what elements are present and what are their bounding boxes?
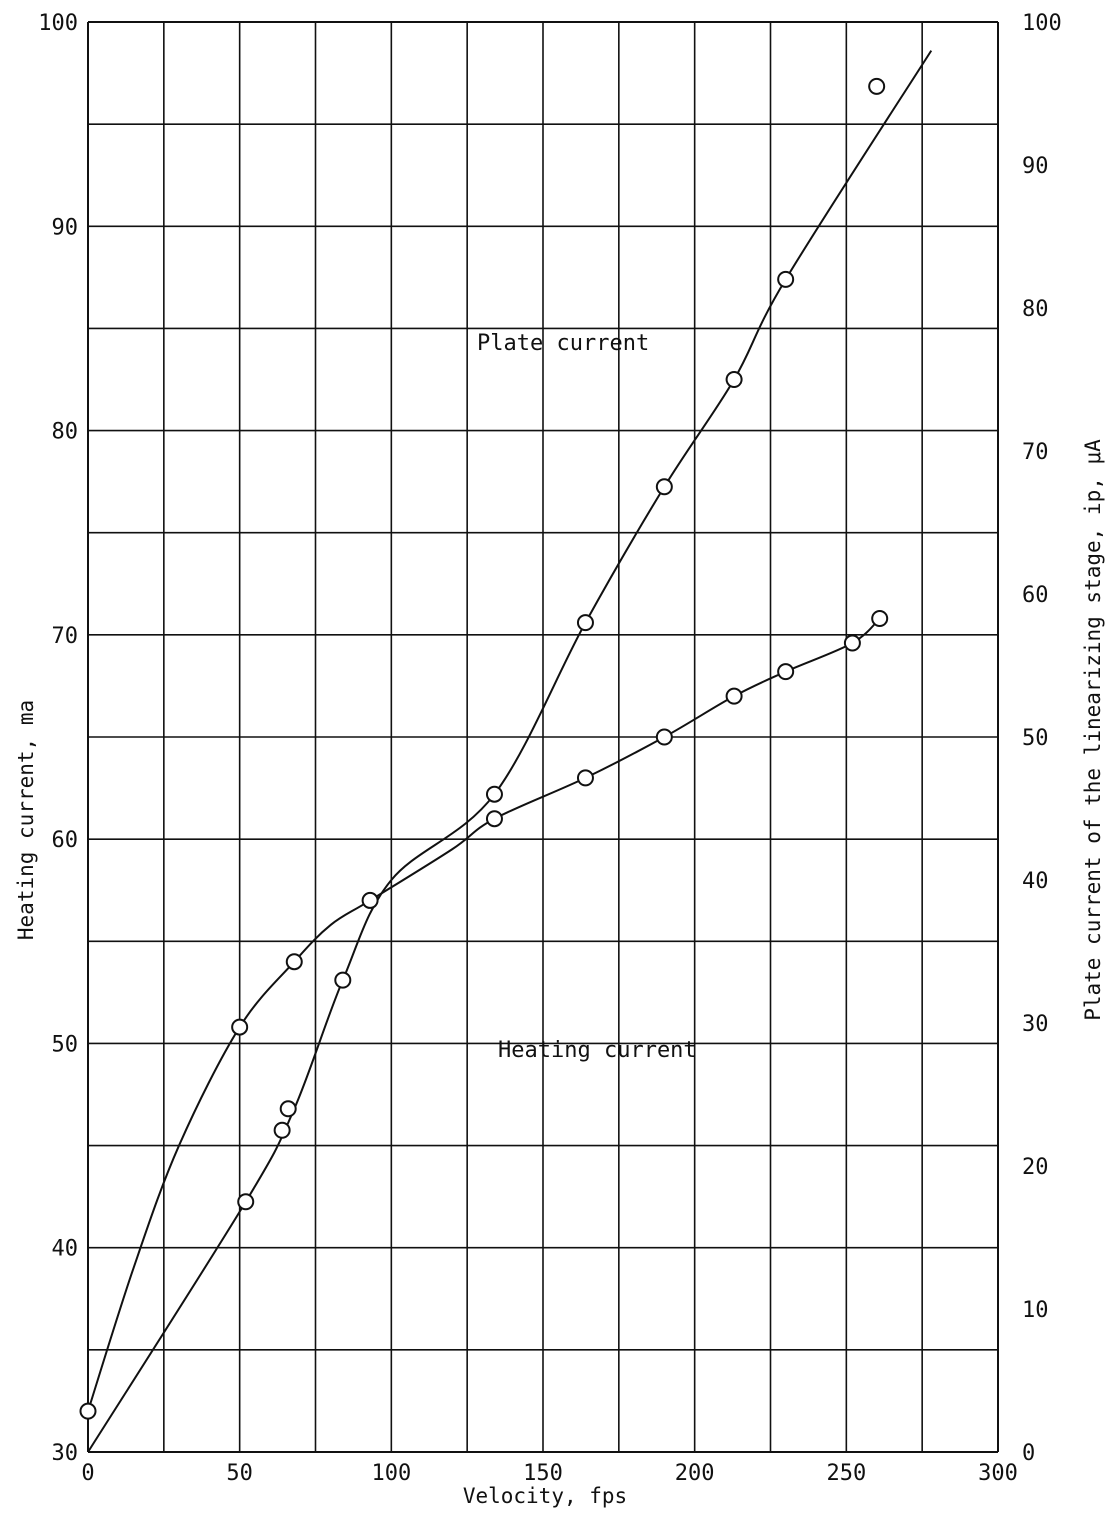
x-tick-label: 150 — [523, 1461, 563, 1486]
heating-current-point — [231, 1018, 249, 1036]
y-right-tick-label: 50 — [1022, 726, 1049, 751]
x-tick-label: 300 — [978, 1461, 1018, 1486]
x-tick-label: 200 — [675, 1461, 715, 1486]
y-right-tick-label: 30 — [1022, 1012, 1049, 1037]
heating-current-point — [361, 891, 379, 909]
heating-current-point — [725, 687, 743, 705]
y-left-tick-label: 30 — [52, 1441, 79, 1466]
markers — [79, 77, 889, 1420]
plate-current-point — [777, 270, 795, 288]
plate-current-point — [485, 785, 503, 803]
heating-current-point — [843, 634, 861, 652]
plate-current-point — [334, 971, 352, 989]
heating-current-annotation: Heating current — [498, 1038, 697, 1063]
ticks: 0 50 100 150 200 250 300 30 40 50 60 70 80 90 100 0 10 20… — [38, 11, 1062, 1486]
heating-current-point — [485, 810, 503, 828]
plate-current-point — [279, 1100, 297, 1118]
plate-current-line — [87, 50, 933, 1453]
y-left-tick-label: 90 — [52, 215, 79, 240]
y-right-tick-label: 70 — [1022, 440, 1049, 465]
plate-current-point — [576, 614, 594, 632]
grid — [87, 21, 999, 1453]
plate-current-point — [868, 77, 886, 95]
y-right-tick-label: 80 — [1022, 297, 1049, 322]
heating-current-line — [87, 617, 881, 1412]
y-right-axis-title: Plate current of the linearizing stage, … — [1081, 439, 1105, 1021]
heating-current-point — [285, 953, 303, 971]
heating-current-point — [655, 728, 673, 746]
x-tick-label: 100 — [371, 1461, 411, 1486]
heating-current-point — [576, 769, 594, 787]
y-left-axis-title: Heating current, ma — [14, 700, 38, 940]
plate-current-point — [273, 1121, 291, 1139]
y-left-tick-label: 80 — [52, 420, 79, 445]
plate-current-point — [237, 1193, 255, 1211]
y-right-tick-label: 40 — [1022, 869, 1049, 894]
y-right-tick-label: 90 — [1022, 154, 1049, 179]
y-right-tick-label: 10 — [1022, 1298, 1049, 1323]
plate-current-point — [655, 478, 673, 496]
heating-current-point — [777, 663, 795, 681]
y-left-tick-label: 50 — [52, 1032, 79, 1057]
y-left-tick-label: 100 — [38, 11, 78, 36]
y-right-tick-label: 20 — [1022, 1155, 1049, 1180]
x-axis-title: Velocity, fps — [463, 1484, 627, 1508]
y-right-tick-label: 100 — [1022, 11, 1062, 36]
y-right-tick-label: 0 — [1022, 1441, 1035, 1466]
plate-current-point — [725, 371, 743, 388]
curves — [87, 50, 933, 1453]
x-tick-label: 50 — [226, 1461, 253, 1486]
y-left-tick-label: 70 — [52, 624, 79, 649]
heating-current-point — [79, 1402, 97, 1420]
x-tick-label: 0 — [81, 1461, 94, 1486]
y-left-tick-label: 60 — [52, 828, 79, 853]
y-left-tick-label: 40 — [52, 1237, 79, 1262]
plate-current-annotation: Plate current — [477, 331, 649, 356]
heating-current-point — [871, 610, 889, 628]
x-tick-label: 250 — [826, 1461, 866, 1486]
y-right-tick-label: 60 — [1022, 583, 1049, 608]
